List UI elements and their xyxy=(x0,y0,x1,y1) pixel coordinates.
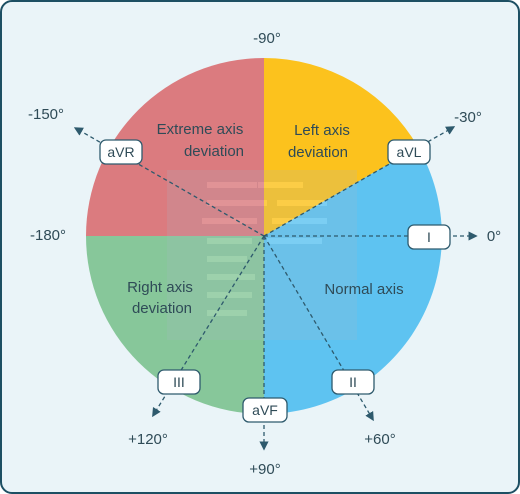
degree-label-0: 0° xyxy=(487,228,501,245)
lead-aVL: aVL xyxy=(387,139,431,165)
right-region-label-line2: deviation xyxy=(132,300,192,317)
degree-label-120: +120° xyxy=(128,431,168,448)
right-axis-region xyxy=(86,236,264,414)
normal-region-label: Normal axis xyxy=(324,281,403,298)
degree-label-neg90: -90° xyxy=(253,30,281,47)
degree-label-neg30: -30° xyxy=(454,109,482,126)
normal-axis-region xyxy=(264,147,442,414)
lead-aVR: aVR xyxy=(99,139,143,165)
lead-aVL-label: aVL xyxy=(397,144,422,160)
degree-label-neg180: -180° xyxy=(30,227,66,244)
left-region-label-line2: deviation xyxy=(288,144,348,161)
lead-aVF: aVF xyxy=(242,397,288,423)
lead-I-label: I xyxy=(427,229,431,245)
lead-aVF-label: aVF xyxy=(252,402,278,418)
left-axis-region xyxy=(264,58,418,236)
degree-label-90: +90° xyxy=(249,461,280,478)
degree-label-60: +60° xyxy=(364,431,395,448)
extreme-axis-region xyxy=(86,58,264,236)
degree-label-neg150: -150° xyxy=(28,106,64,123)
extreme-region-label-line2: deviation xyxy=(184,143,244,160)
lead-I: I xyxy=(407,224,451,250)
lead-III-label: III xyxy=(173,374,185,390)
lead-aVR-label: aVR xyxy=(107,144,134,160)
axis-line-aVR xyxy=(73,127,265,237)
axis-line-aVL xyxy=(263,126,456,237)
background-document-graphic xyxy=(167,170,357,340)
lead-II: II xyxy=(331,369,375,395)
lead-II-label: II xyxy=(349,374,357,390)
lead-III: III xyxy=(157,369,201,395)
left-region-label-line1: Left axis xyxy=(294,122,350,139)
extreme-region-label-line1: Extreme axis xyxy=(157,121,244,138)
right-region-label-line1: Right axis xyxy=(127,279,193,296)
